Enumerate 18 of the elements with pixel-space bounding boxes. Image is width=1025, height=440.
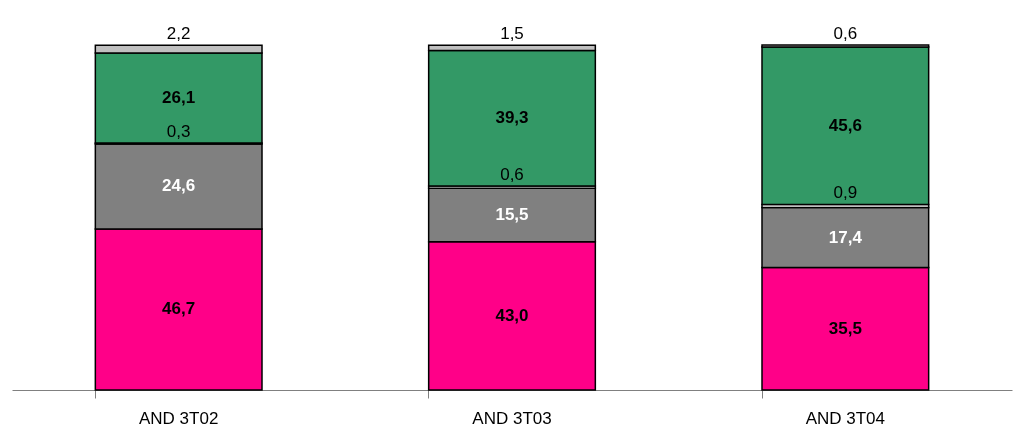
- data-label: 24,6: [162, 176, 196, 196]
- data-label: 46,7: [162, 299, 196, 319]
- data-label: 0,6: [500, 165, 524, 185]
- x-tick-label: AND 3T02: [138, 408, 219, 428]
- data-label: 43,0: [495, 305, 529, 325]
- data-label: 1,5: [500, 24, 524, 44]
- x-tick-label: AND 3T04: [805, 408, 886, 428]
- x-tick-label: AND 3T03: [472, 408, 552, 428]
- data-label: 0,9: [833, 183, 858, 203]
- data-label: 17,4: [828, 227, 863, 247]
- data-label: 15,5: [495, 204, 529, 224]
- data-label: 45,6: [828, 115, 862, 135]
- data-label: 0,3: [166, 121, 191, 141]
- data-label: 35,5: [828, 318, 862, 338]
- data-label: 39,3: [495, 108, 529, 128]
- data-label: 26,1: [162, 87, 196, 107]
- data-label: 2,2: [166, 24, 191, 44]
- data-label: 0,6: [833, 24, 858, 43]
